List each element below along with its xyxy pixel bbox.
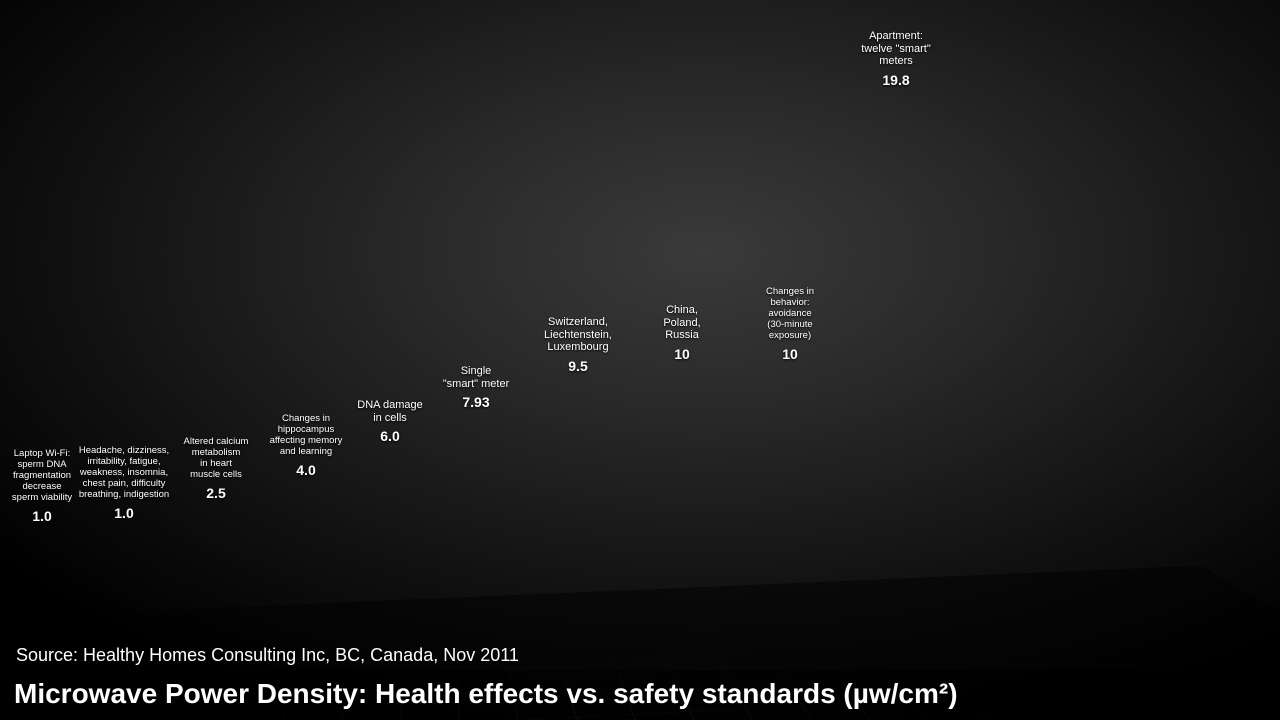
bar-value: 10	[617, 346, 747, 362]
bar-label: Changes inhippocampusaffecting memoryand…	[241, 414, 371, 478]
bar-label-text: Apartment:twelve "smart"meters	[831, 30, 961, 68]
bar-label-text: China,Poland,Russia	[617, 304, 747, 342]
bar-label: Switzerland,Liechtenstein,Luxembourg 9.5	[513, 316, 643, 374]
chart-title: Microwave Power Density: Health effects …	[0, 670, 1280, 720]
bar-label-text: Headache, dizziness,irritability, fatigu…	[59, 446, 189, 501]
bar-label-text: Laptop Wi-Fi:sperm DNAfragmentationdecre…	[0, 449, 107, 504]
source-text: Source: Healthy Homes Consulting Inc, BC…	[0, 645, 1280, 670]
bar-value: 1.0	[59, 505, 189, 521]
bar-label: Changes inbehavior:avoidance(30-minuteex…	[725, 287, 855, 362]
bar-label: Altered calciummetabolismin heartmuscle …	[151, 437, 281, 501]
bar-value: 7.93	[411, 394, 541, 410]
bar-label-text: Changes inhippocampusaffecting memoryand…	[241, 414, 371, 458]
bar-label: Single"smart" meter 7.93	[411, 365, 541, 410]
chart-stage: Laptop Wi-Fi:sperm DNAfragmentationdecre…	[0, 0, 1280, 720]
bar-label-text: Changes inbehavior:avoidance(30-minuteex…	[725, 287, 855, 342]
bar-value: 10	[725, 346, 855, 362]
bar-label-text: Single"smart" meter	[411, 365, 541, 390]
bar-label: DNA damagein cells 6.0	[325, 399, 455, 444]
bar-label: Apartment:twelve "smart"meters 19.8	[831, 30, 961, 88]
bar-label: Headache, dizziness,irritability, fatigu…	[59, 446, 189, 521]
bar-value: 19.8	[831, 72, 961, 88]
bar-value: 9.5	[513, 358, 643, 374]
bar-label-text: Altered calciummetabolismin heartmuscle …	[151, 437, 281, 481]
bar-label-text: DNA damagein cells	[325, 399, 455, 424]
bar-value: 2.5	[151, 485, 281, 501]
bar-value: 4.0	[241, 462, 371, 478]
bar-value: 6.0	[325, 428, 455, 444]
bar-label: Laptop Wi-Fi:sperm DNAfragmentationdecre…	[0, 449, 107, 524]
bar-label: China,Poland,Russia 10	[617, 304, 747, 362]
bar-value: 1.0	[0, 508, 107, 524]
bar-label-text: Switzerland,Liechtenstein,Luxembourg	[513, 316, 643, 354]
footer: Source: Healthy Homes Consulting Inc, BC…	[0, 645, 1280, 720]
